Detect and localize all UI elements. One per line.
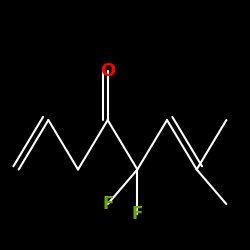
- Text: F: F: [102, 195, 114, 213]
- Text: F: F: [132, 205, 143, 223]
- Text: O: O: [100, 62, 115, 80]
